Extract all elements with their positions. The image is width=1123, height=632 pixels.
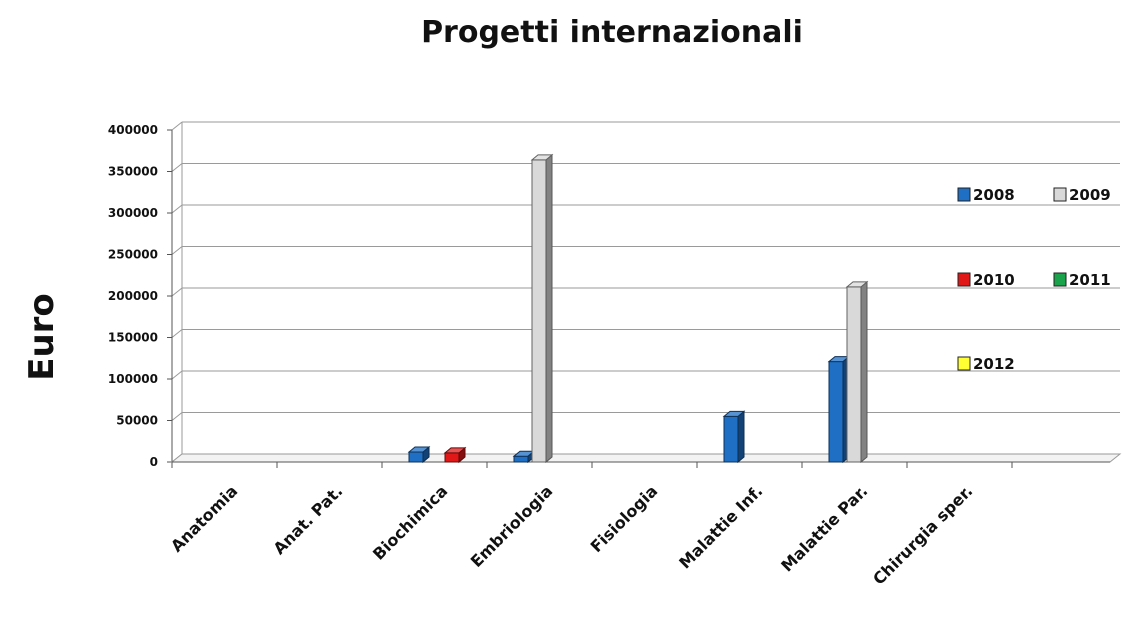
gridline-depth (171, 412, 183, 421)
bar-front (828, 361, 844, 463)
bar (530, 153, 554, 464)
bar (407, 445, 431, 464)
gridline-depth (171, 287, 183, 297)
legend-label: 2012 (973, 355, 1015, 373)
bar-side (860, 280, 868, 464)
y-tick-label: 250000 (108, 248, 158, 262)
bar-side (737, 410, 745, 464)
bar-top (845, 281, 869, 288)
x-tick-label: Chirurgia sper. (869, 481, 976, 588)
legend-item: 2012 (957, 355, 1015, 373)
bar-top (443, 447, 467, 454)
chart-title: Progetti internazionali (421, 15, 803, 50)
legend-swatch (1053, 187, 1067, 202)
legend-item: 2009 (1053, 186, 1111, 204)
gridline-depth (171, 329, 183, 338)
gridline-depth (171, 370, 183, 380)
legend-label: 2010 (973, 271, 1015, 289)
y-tick-label: 400000 (108, 123, 158, 137)
gridline-depth (171, 204, 183, 214)
x-tick-label: Malattie Inf. (675, 481, 766, 572)
bar-front (723, 415, 739, 463)
y-tick-label: 200000 (108, 289, 158, 303)
legend-swatch (1053, 272, 1067, 287)
x-tick-label: Biochimica (369, 481, 451, 563)
x-tick-label: Fisiologia (587, 481, 662, 556)
bar-front (408, 451, 424, 463)
bar-front (846, 286, 862, 463)
floor (170, 453, 1122, 463)
legend-swatch (957, 272, 971, 287)
legend-label: 2011 (1069, 271, 1111, 289)
x-tick-label: Malattie Par. (777, 481, 871, 575)
bar-side (545, 153, 553, 464)
y-tick-label: 350000 (108, 165, 158, 179)
bar (722, 410, 746, 464)
bar (845, 280, 869, 464)
y-tick-label: 50000 (116, 414, 158, 428)
legend-swatch (957, 356, 971, 371)
bar (443, 446, 467, 464)
legend-label: 2009 (1069, 186, 1111, 204)
y-tick-label: 300000 (108, 206, 158, 220)
bar-front (513, 455, 529, 463)
legend: 2008 2009 2010 2011 2012 (957, 186, 1111, 373)
gridline-depth (171, 121, 183, 131)
bar (827, 355, 851, 464)
bar-front (531, 159, 547, 463)
x-tick-label: Anatomia (167, 481, 241, 555)
x-tick-label: Embriologia (467, 481, 557, 571)
legend-swatch (957, 187, 971, 202)
gridline-depth (171, 163, 183, 172)
y-axis-label: Euro (22, 293, 62, 381)
bar-top (407, 446, 431, 453)
legend-item: 2008 (957, 186, 1015, 204)
y-tick-label: 150000 (108, 331, 158, 345)
y-tick-label: 100000 (108, 372, 158, 386)
x-tick-label: Anat. Pat. (269, 481, 346, 558)
legend-item: 2011 (1053, 271, 1111, 289)
y-tick-label: 0 (150, 455, 158, 469)
bar-top (530, 154, 554, 161)
legend-label: 2008 (973, 186, 1015, 204)
bar-top (722, 410, 746, 417)
bar-front (444, 452, 460, 463)
legend-item: 2010 (957, 271, 1015, 289)
gridline-depth (171, 246, 183, 255)
